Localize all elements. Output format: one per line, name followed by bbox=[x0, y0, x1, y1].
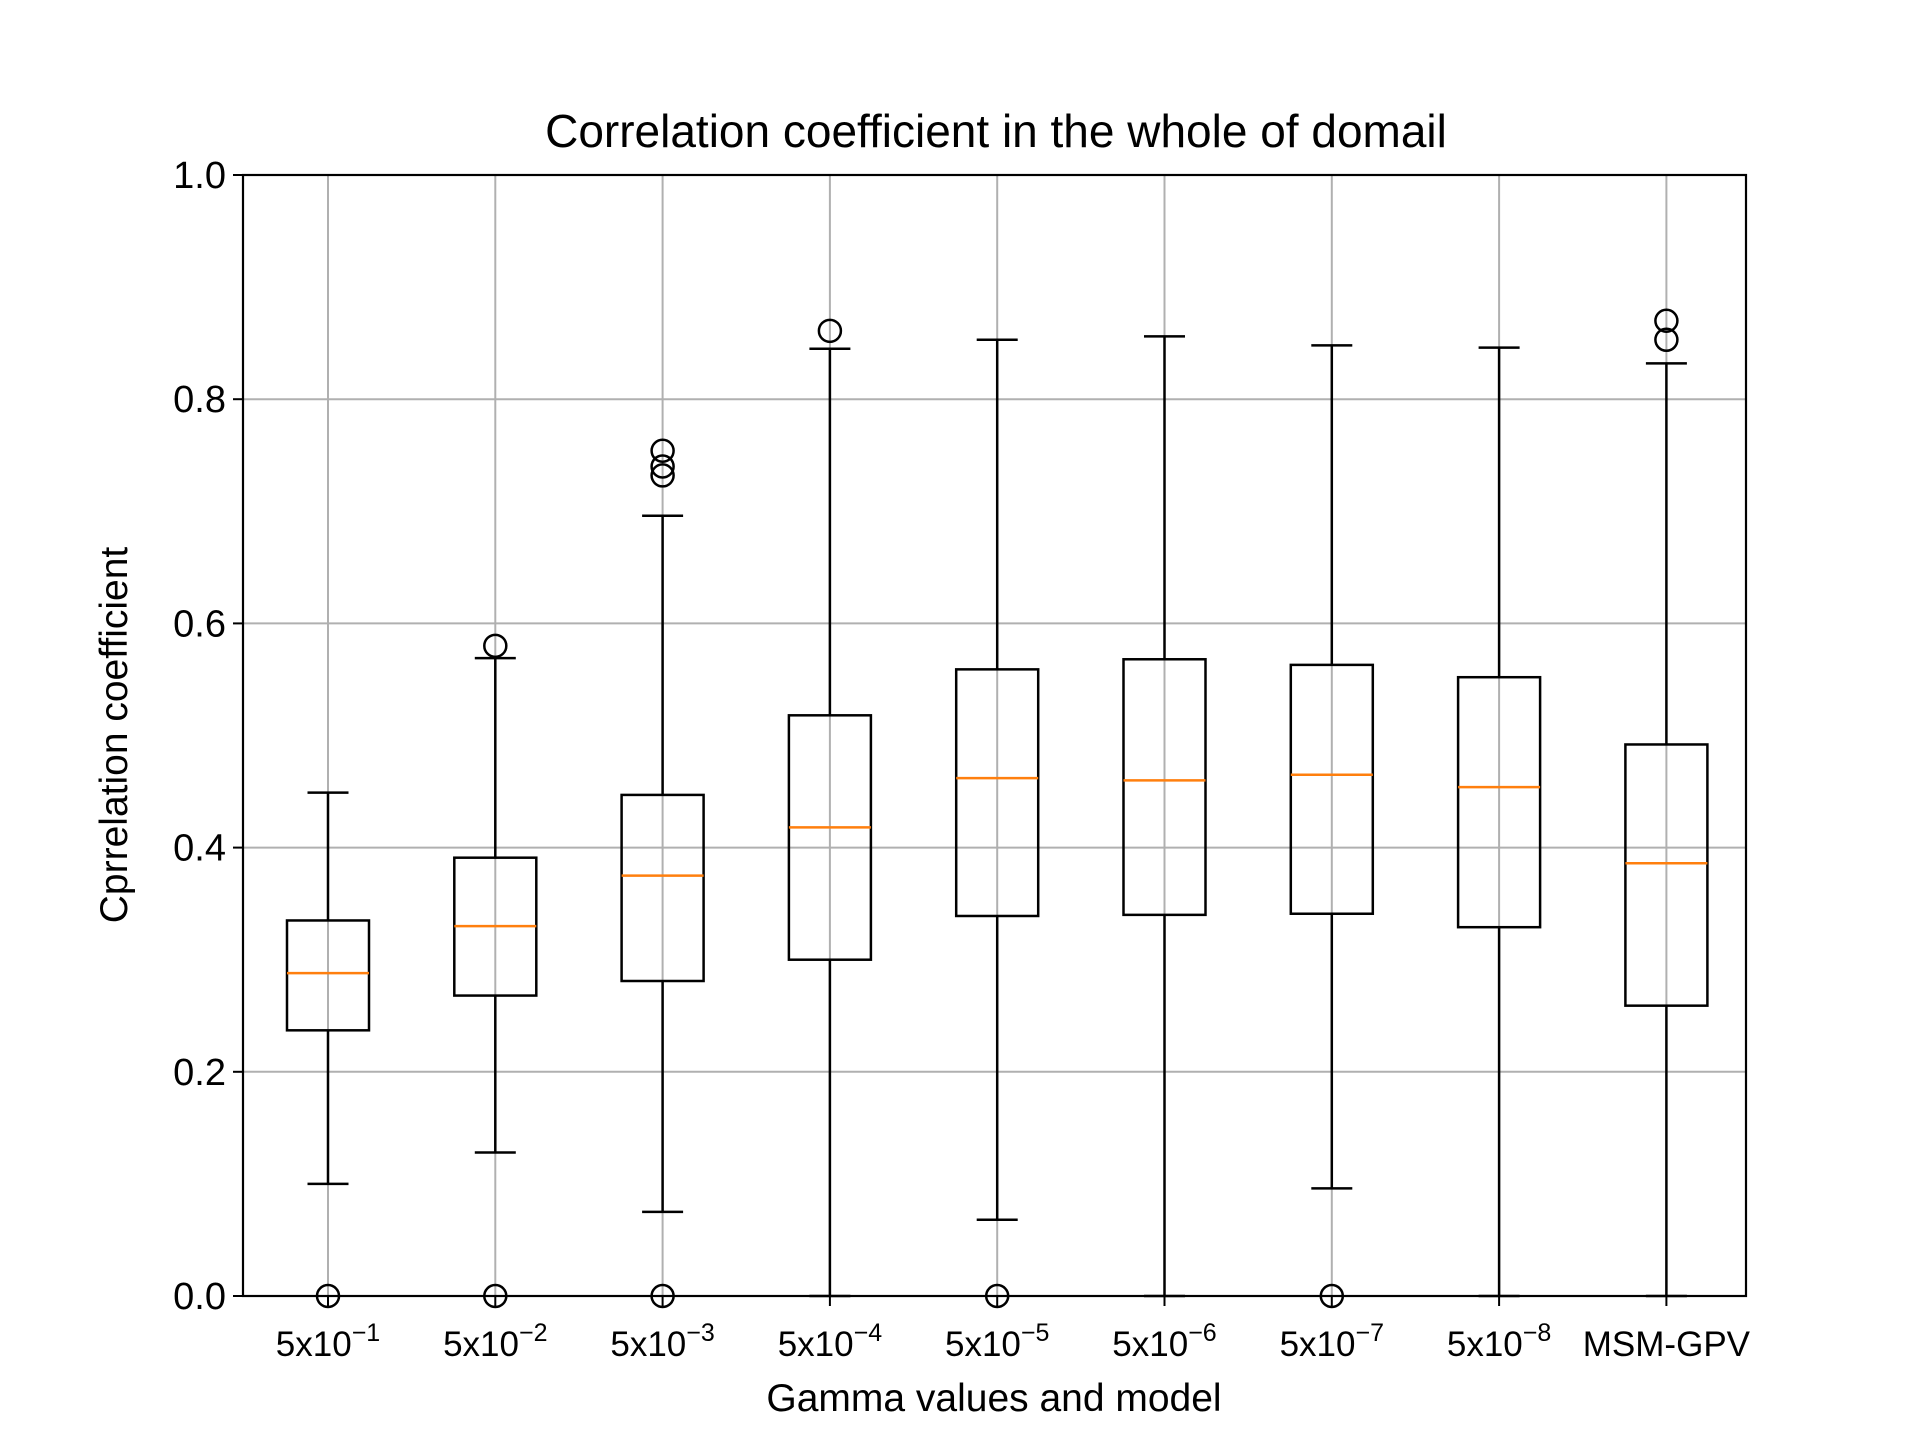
x-tick-label-exponent: −2 bbox=[519, 1319, 548, 1347]
x-tick-label-exponent: −3 bbox=[686, 1319, 715, 1347]
iqr-box bbox=[1122, 658, 1207, 917]
y-tick-label: 1.0 bbox=[173, 155, 226, 197]
x-axis-label: Gamma values and model bbox=[766, 1377, 1221, 1420]
outlier-point bbox=[1654, 308, 1679, 333]
box-9 bbox=[1624, 308, 1709, 1298]
plot-frame bbox=[241, 173, 1748, 1298]
box-8 bbox=[1456, 346, 1542, 1298]
x-tick-label: 5x10−4 bbox=[778, 1319, 883, 1364]
x-tick-label-base: MSM-GPV bbox=[1583, 1325, 1751, 1364]
x-tick-label: 5x10−2 bbox=[443, 1319, 547, 1364]
y-axis-label: Cprrelation coefficient bbox=[93, 547, 136, 924]
y-tick-label: 0.2 bbox=[173, 1052, 226, 1094]
x-tick-label: 5x10−1 bbox=[276, 1319, 380, 1364]
x-tick-label: 5x10−8 bbox=[1447, 1319, 1551, 1364]
outlier-point bbox=[650, 463, 675, 488]
iqr-box bbox=[787, 714, 873, 961]
x-tick-label: 5x10−3 bbox=[610, 1319, 714, 1364]
y-tick-label: 0.6 bbox=[173, 603, 226, 645]
x-tick-label-exponent: −5 bbox=[1021, 1319, 1050, 1347]
x-tick-label-base: 5x10 bbox=[1447, 1325, 1523, 1364]
y-tick-label: 0.4 bbox=[173, 828, 226, 870]
outlier-point bbox=[817, 318, 843, 344]
x-tick-label-exponent: −1 bbox=[352, 1319, 381, 1347]
box-5 bbox=[954, 338, 1040, 1309]
y-tick-label: 0.0 bbox=[173, 1276, 226, 1318]
outlier-point bbox=[483, 633, 508, 659]
x-tick-label: 5x10−7 bbox=[1280, 1319, 1384, 1364]
x-tick-label-base: 5x10 bbox=[610, 1325, 686, 1364]
x-tick-label-base: 5x10 bbox=[1280, 1325, 1356, 1364]
box-2 bbox=[453, 633, 538, 1309]
outlier-point bbox=[1654, 327, 1679, 353]
x-tick-label-exponent: −7 bbox=[1355, 1319, 1384, 1347]
outlier-point bbox=[650, 438, 675, 464]
boxes bbox=[285, 308, 1709, 1309]
x-tick-label-base: 5x10 bbox=[443, 1325, 519, 1364]
x-tick-label: MSM-GPV bbox=[1583, 1325, 1751, 1364]
x-tick-label-base: 5x10 bbox=[778, 1325, 854, 1364]
y-tick-label: 0.8 bbox=[173, 379, 226, 421]
iqr-box bbox=[620, 793, 705, 983]
box-3 bbox=[620, 438, 705, 1309]
outlier-point bbox=[650, 454, 675, 479]
iqr-box bbox=[1456, 675, 1542, 929]
iqr-box bbox=[1624, 743, 1709, 1007]
x-tick-label-exponent: −4 bbox=[854, 1319, 883, 1347]
x-tick-label-base: 5x10 bbox=[945, 1325, 1021, 1364]
x-tick-label-exponent: −6 bbox=[1188, 1319, 1217, 1347]
chart-title: Correlation coefficient in the whole of … bbox=[545, 105, 1447, 157]
box-4 bbox=[787, 318, 873, 1298]
box-6 bbox=[1122, 335, 1207, 1298]
x-tick-label-base: 5x10 bbox=[1112, 1325, 1188, 1364]
iqr-box bbox=[285, 919, 371, 1032]
iqr-box bbox=[954, 668, 1040, 918]
box-7 bbox=[1289, 344, 1375, 1309]
x-tick-label-exponent: −8 bbox=[1523, 1319, 1552, 1347]
x-tick-label: 5x10−6 bbox=[1112, 1319, 1216, 1364]
x-tick-label: 5x10−5 bbox=[945, 1319, 1049, 1364]
x-tick-label-base: 5x10 bbox=[276, 1325, 352, 1364]
iqr-box bbox=[1289, 663, 1375, 915]
